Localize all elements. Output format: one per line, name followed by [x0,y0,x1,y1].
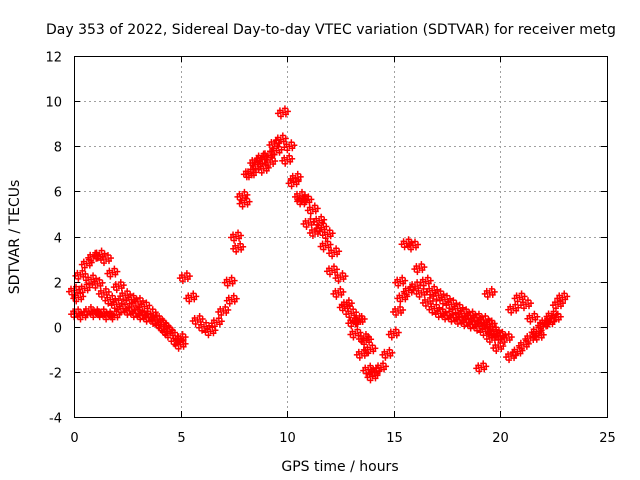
data-point [183,290,200,305]
data-point [242,166,259,181]
data-point [106,308,123,323]
data-point [379,346,396,361]
x-tick-label: 20 [492,431,509,446]
data-point [473,360,490,375]
data-point [172,331,189,346]
data-point [255,161,272,176]
data-point [300,215,317,230]
data-point [373,360,390,375]
data-point [104,265,121,280]
data-point [541,315,558,330]
chart-title: Day 353 of 2022, Sidereal Day-to-day VTE… [46,22,616,38]
data-point [281,139,298,154]
data-point [97,252,114,267]
data-point [176,270,193,285]
data-point [153,317,170,332]
data-point [404,238,421,253]
data-point [313,220,330,235]
x-tick-label: 10 [279,431,296,446]
x-tick-label: 0 [70,431,78,446]
data-point [486,324,503,339]
y-tick-label: 0 [54,322,62,337]
y-tick-label: 10 [45,96,62,111]
data-point [262,155,279,170]
data-point [351,312,368,327]
y-tick-label: 6 [54,186,62,201]
data-point [95,285,112,300]
data-point [411,261,428,276]
data-point [490,340,507,355]
y-tick-label: -2 [49,367,62,382]
data-point [287,170,304,185]
data-point [394,290,411,305]
data-point [326,245,343,260]
grid-lines [74,56,608,418]
x-axis-ticks: 0 5 10 15 20 25 [70,56,616,446]
data-point [89,276,106,291]
y-tick-label: 2 [54,277,62,292]
y-axis-label: SDTVAR / TECUs [7,180,23,295]
data-point [547,310,564,325]
data-point [260,148,277,163]
data-point [343,306,360,321]
data-point [330,285,347,300]
data-point [362,342,379,357]
data-point [515,337,532,352]
data-point [358,333,375,348]
data-point [317,238,334,253]
data-point [272,132,289,147]
data-point [392,274,409,289]
x-axis-label: GPS time / hours [281,459,398,475]
data-point [189,312,206,327]
data-point [223,292,240,307]
data-point [208,315,225,330]
data-point [385,326,402,341]
data-point [221,274,238,289]
data-point [279,152,296,167]
data-point [323,263,340,278]
data-point [554,290,571,305]
data-point [76,281,93,296]
data-point [517,297,534,312]
data-point [78,256,95,271]
data-point [390,303,407,318]
data-point [511,290,528,305]
y-tick-label: 4 [54,232,62,247]
data-point [159,324,176,339]
data-point [338,297,355,312]
y-tick-label: -4 [49,412,62,427]
data-point [426,301,443,316]
x-tick-label: 5 [177,431,185,446]
data-point [353,346,370,361]
data-point [505,301,522,316]
data-point [481,285,498,300]
data-point [236,195,253,210]
x-tick-label: 25 [599,431,616,446]
data-point [228,229,245,244]
data-point [319,227,336,242]
plot-frame [74,56,608,418]
y-tick-label: 12 [45,51,62,66]
data-point [110,279,127,294]
y-tick-label: 8 [54,141,62,156]
data-point [304,202,321,217]
data-point [498,331,515,346]
data-point [294,193,311,208]
data-points [66,105,571,384]
data-point [332,270,349,285]
data-point [419,294,436,309]
data-point [413,285,430,300]
data-point [91,247,108,262]
data-point [234,188,251,203]
data-point [524,310,541,325]
x-tick-label: 15 [386,431,403,446]
data-point [215,303,232,318]
data-point [347,326,364,341]
data-point [230,240,247,255]
data-point [274,105,291,120]
